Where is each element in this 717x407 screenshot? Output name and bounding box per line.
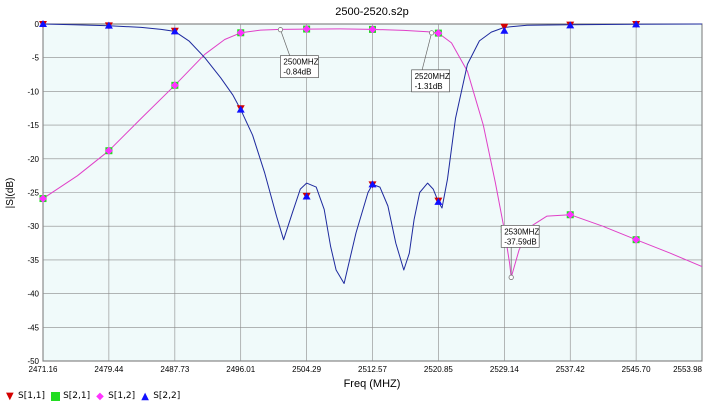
x-tick-label: 2504.29: [292, 365, 321, 374]
s22-marker: [39, 20, 47, 27]
square-icon: [51, 391, 61, 401]
annotation-frequency: 2520MHZ: [415, 72, 450, 81]
annotation-leader: [421, 32, 432, 72]
x-tick-label: 2479.44: [94, 365, 123, 374]
s22-marker: [302, 192, 311, 200]
diamond-icon: ◆: [96, 390, 104, 402]
annotation-point: [429, 30, 435, 36]
annotation-frequency: 2500MHZ: [283, 58, 318, 67]
y-tick-label: -40: [27, 290, 39, 299]
legend-label: S[1,1]: [18, 391, 46, 401]
y-tick-label: -35: [27, 256, 39, 265]
s22-marker: [500, 26, 509, 34]
y-tick-label: 0: [35, 20, 40, 29]
annotation-level: -0.84dB: [283, 68, 311, 77]
s22-marker: [566, 21, 575, 29]
s12-marker: [632, 235, 641, 244]
chart-title: 2500-2520.s2p: [335, 6, 408, 18]
s22-trace: [42, 23, 703, 284]
y-tick-label: -15: [27, 121, 39, 130]
y-tick-label: -45: [27, 323, 39, 332]
annotation-frequency: 2530MHZ: [504, 227, 539, 236]
x-tick-label: 2487.73: [160, 365, 189, 374]
legend-label: S[2,2]: [153, 391, 181, 401]
legend-item-s11[interactable]: ▼ S[1,1]: [6, 389, 45, 403]
s12-marker: [104, 146, 113, 155]
legend-item-s12[interactable]: ◆ S[1,2]: [96, 389, 135, 403]
marker-annotations: 2500MHZ-0.84dB 2520MHZ-1.31dB 2530MHZ-37.5…: [277, 27, 540, 280]
y-tick-labels: 0 -5 -10 -15 -20 -25 -30 -35 -40 -45 -50: [27, 20, 39, 366]
x-axis-label: Freq (MHZ): [344, 378, 401, 390]
legend-item-s22[interactable]: ▲ S[2,2]: [141, 389, 180, 403]
annotation-box: [280, 55, 319, 79]
s12-marker: [39, 194, 47, 203]
s12-marker: [566, 210, 575, 219]
x-tick-label: 2553.98: [673, 365, 702, 374]
down-triangle-icon: ▼: [6, 390, 14, 402]
s22-marker: [236, 105, 245, 113]
x-tick-label: 2537.42: [556, 365, 585, 374]
x-tick-label: 2529.14: [490, 365, 519, 374]
x-tick-label: 2496.01: [226, 365, 255, 374]
y-tick-label: -20: [27, 155, 39, 164]
x-tick-label: 2471.16: [29, 365, 58, 374]
s22-marker: [170, 27, 179, 35]
y-axis-label: |S|(dB): [5, 178, 16, 209]
s12-marker: [236, 28, 245, 37]
annotation-level: -1.31dB: [415, 82, 443, 91]
x-tick-label: 2520.85: [424, 365, 453, 374]
y-tick-label: -25: [27, 189, 39, 198]
s22-marker: [434, 197, 443, 205]
up-triangle-icon: ▲: [141, 390, 149, 402]
grid-lines: [42, 23, 703, 362]
y-tick-label: -30: [27, 222, 39, 231]
y-tick-label: -10: [27, 87, 39, 96]
y-tick-label: -50: [27, 357, 39, 366]
s22-marker: [104, 21, 113, 29]
annotation-level: -37.59dB: [504, 237, 536, 246]
s22-marker: [368, 180, 377, 188]
annotation-point: [277, 27, 284, 33]
legend-label: S[2,1]: [63, 391, 91, 401]
x-tick-labels: 2471.16 2479.44 2487.73 2496.01 2504.29 2512.…: [29, 365, 703, 374]
annotation-leader: [280, 29, 291, 58]
s22-marker: [632, 20, 641, 28]
s12-marker: [434, 29, 443, 38]
annotation-point: [508, 274, 514, 280]
s12-marker: [302, 25, 311, 34]
legend: ▼ S[1,1] S[2,1] ◆ S[1,2] ▲ S[2,2]: [6, 389, 180, 403]
legend-item-s21[interactable]: S[2,1]: [51, 389, 90, 403]
x-tick-label: 2512.57: [358, 365, 387, 374]
x-tick-label: 2545.70: [622, 365, 651, 374]
s12-marker: [368, 25, 377, 34]
legend-label: S[1,2]: [108, 391, 136, 401]
annotation-box: [411, 69, 450, 93]
s12-marker: [170, 81, 179, 90]
y-tick-label: -5: [32, 54, 40, 63]
annotation-box: [500, 225, 540, 248]
